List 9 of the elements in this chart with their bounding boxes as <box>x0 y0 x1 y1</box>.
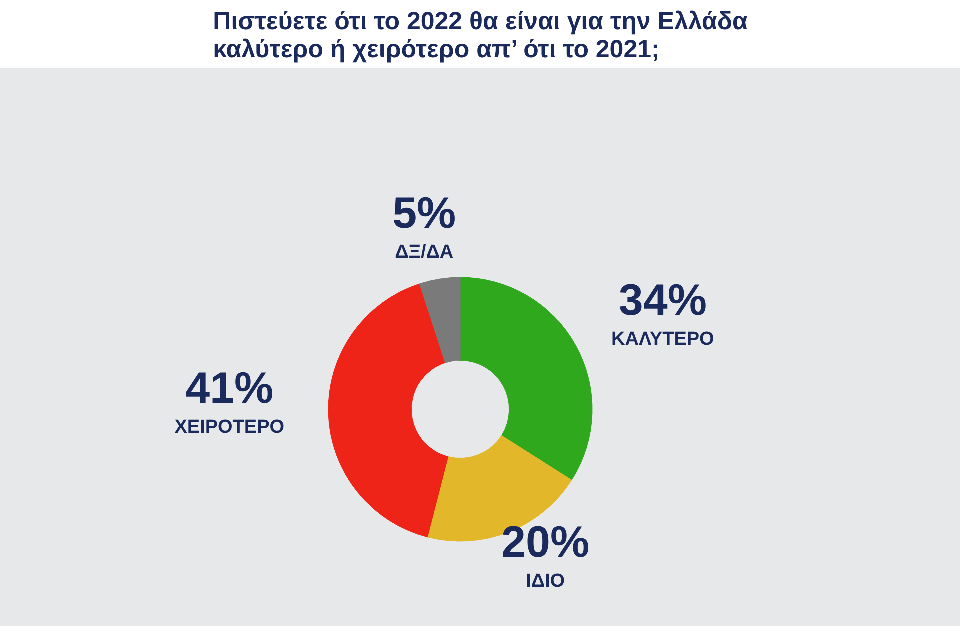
data-label: 20% <box>502 518 590 568</box>
chart-title: Πιστεύετε ότι το 2022 θα είναι για την Ελλάδα καλύτερο ή χειρότερο απ’ ότι το 2021; <box>213 8 748 64</box>
slice-label: ΔΞ/ΔΑ <box>395 242 454 264</box>
slice-label: ΚΑΛΥΤΕΡΟ <box>612 328 714 350</box>
slice-label: ΙΔΙΟ <box>526 571 566 592</box>
data-label: 5% <box>392 189 456 238</box>
data-label: 41% <box>186 364 274 413</box>
slice-label: ΧΕΙΡΟΤΕΡΟ <box>174 416 285 438</box>
data-label: 34% <box>618 276 707 325</box>
